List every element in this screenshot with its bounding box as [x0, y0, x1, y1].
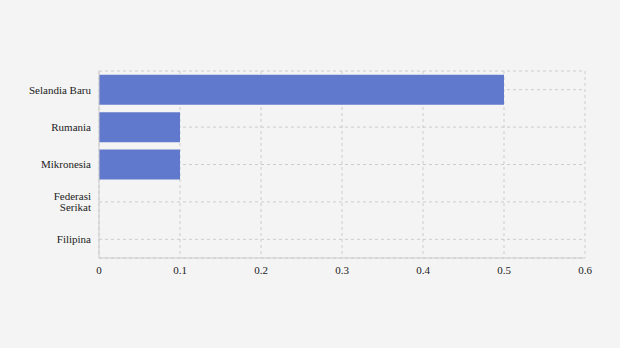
svg-text:0.6: 0.6	[578, 264, 592, 276]
svg-text:0.5: 0.5	[497, 264, 511, 276]
svg-text:0: 0	[96, 264, 102, 276]
svg-text:0.3: 0.3	[335, 264, 349, 276]
svg-text:0.1: 0.1	[173, 264, 187, 276]
svg-text:Mikronesia: Mikronesia	[41, 158, 91, 170]
svg-text:Filipina: Filipina	[57, 233, 91, 245]
svg-text:Rumania: Rumania	[51, 121, 91, 133]
svg-text:Selandia Baru: Selandia Baru	[29, 84, 92, 96]
svg-text:FederasiSerikat: FederasiSerikat	[54, 190, 91, 213]
svg-text:0.2: 0.2	[254, 264, 268, 276]
svg-text:0.4: 0.4	[416, 264, 430, 276]
